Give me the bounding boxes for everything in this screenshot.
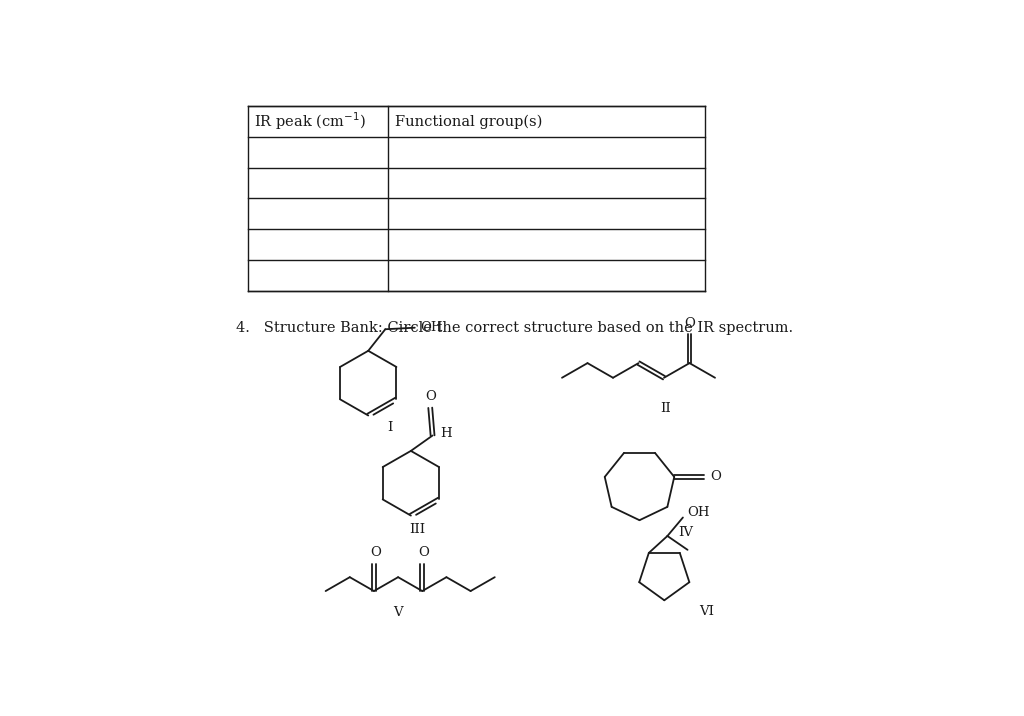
- Text: VI: VI: [699, 604, 715, 618]
- Text: OH: OH: [687, 506, 710, 519]
- Text: II: II: [660, 402, 671, 415]
- Text: O: O: [425, 390, 435, 404]
- Text: 4.   Structure Bank: Circle the correct structure based on the IR spectrum.: 4. Structure Bank: Circle the correct st…: [237, 321, 794, 334]
- Text: OH: OH: [421, 321, 443, 334]
- Text: I: I: [387, 421, 392, 435]
- Text: III: III: [409, 523, 425, 536]
- Text: Functional group(s): Functional group(s): [395, 114, 543, 129]
- Text: O: O: [419, 546, 429, 559]
- Text: IV: IV: [679, 526, 693, 539]
- Text: O: O: [370, 546, 381, 559]
- Text: V: V: [393, 606, 402, 619]
- Text: O: O: [710, 470, 721, 483]
- Text: H: H: [440, 427, 452, 440]
- Text: O: O: [684, 316, 695, 329]
- Text: IR peak (cm$^{-1}$): IR peak (cm$^{-1}$): [254, 110, 367, 132]
